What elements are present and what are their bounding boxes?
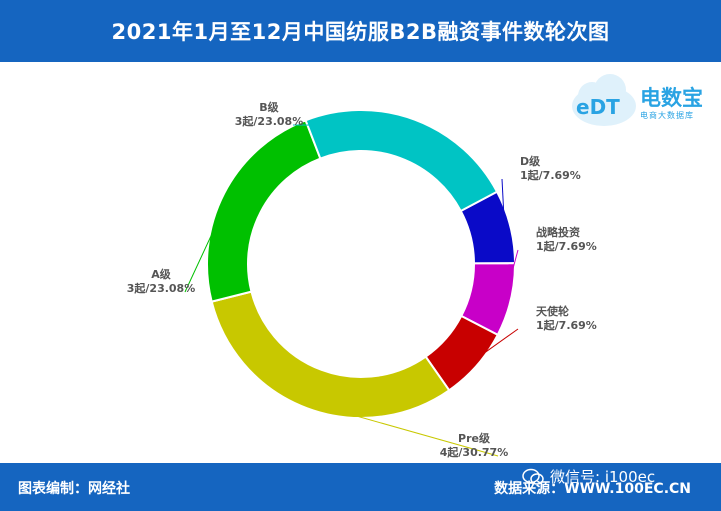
slice-name-label: D级	[520, 154, 541, 168]
donut-chart: D级1起/7.69%战略投资1起/7.69%天使轮1起/7.69%Pre级4起/…	[127, 100, 597, 459]
donut-slice-3	[210, 290, 451, 419]
footer-bar: 图表编制：网经社 数据来源：WWW.100EC.CN	[0, 463, 721, 511]
donut-slice-4	[206, 119, 322, 303]
edt-logo: eDT 电数宝 电商大数据库	[566, 66, 716, 136]
chart-title-bar: 2021年1月至12月中国纺服B2B融资事件数轮次图	[0, 0, 721, 62]
logo-subtitle: 电商大数据库	[640, 111, 694, 120]
slice-name-label: A级	[151, 267, 172, 281]
slice-name-label: Pre级	[458, 431, 491, 445]
leader-line-0	[501, 178, 506, 228]
slice-value-label: 1起/7.69%	[536, 318, 597, 332]
slice-value-label: 1起/7.69%	[536, 239, 597, 253]
slice-value-label: 3起/23.08%	[235, 114, 304, 128]
leader-line-2	[472, 328, 519, 362]
donut-slice-5	[304, 109, 499, 213]
slice-value-label: 4起/30.77%	[440, 445, 509, 459]
wechat-icon	[522, 468, 544, 485]
leader-line-4	[184, 195, 231, 293]
leader-line-3	[309, 402, 499, 457]
wechat-id: 微信号: i100ec	[550, 468, 656, 486]
slice-value-label: 3起/23.08%	[127, 281, 196, 295]
logo-brand: 电数宝	[640, 86, 703, 110]
cloud-logo-icon: eDT	[572, 74, 636, 126]
footer-data-source: 数据来源：WWW.100EC.CN	[494, 481, 691, 497]
slice-name-label: B级	[259, 100, 279, 114]
logo-emblem-text: eDT	[576, 95, 620, 119]
leader-line-1	[504, 249, 519, 299]
slice-value-label: 1起/7.69%	[520, 168, 581, 182]
slice-name-label: 天使轮	[536, 304, 569, 318]
footer-source-editor: 图表编制：网经社	[18, 481, 130, 497]
wechat-watermark: 微信号: i100ec	[522, 466, 655, 487]
slice-name-label: 战略投资	[536, 225, 580, 239]
chart-title: 2021年1月至12月中国纺服B2B融资事件数轮次图	[111, 20, 610, 44]
